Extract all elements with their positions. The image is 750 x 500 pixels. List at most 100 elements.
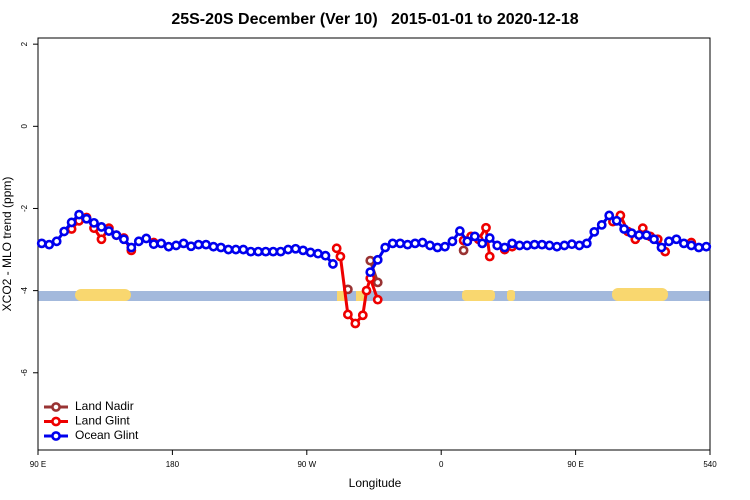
series-line xyxy=(370,250,463,282)
land-patch xyxy=(337,291,347,301)
data-point xyxy=(156,238,167,249)
data-point xyxy=(350,318,361,329)
land-patch xyxy=(462,290,495,301)
data-point xyxy=(462,236,473,247)
land-patch xyxy=(507,290,515,301)
x-tick-label: 540 xyxy=(703,460,717,469)
data-point xyxy=(36,238,47,249)
data-point xyxy=(410,238,420,249)
data-point xyxy=(268,246,279,257)
x-axis-label: Longitude xyxy=(349,476,402,490)
data-point xyxy=(656,242,667,253)
data-point xyxy=(529,239,540,250)
data-point xyxy=(331,243,342,254)
data-point xyxy=(596,219,607,230)
data-point xyxy=(469,231,480,242)
data-point xyxy=(425,240,435,251)
data-point xyxy=(671,234,682,245)
data-point xyxy=(126,242,137,253)
data-point xyxy=(141,233,152,244)
data-point xyxy=(163,241,174,252)
data-point xyxy=(253,246,264,257)
data-point xyxy=(171,240,182,251)
data-point xyxy=(477,238,488,249)
data-point xyxy=(611,215,622,226)
legend-label: Land Glint xyxy=(75,414,130,428)
data-point xyxy=(566,239,577,250)
data-point xyxy=(361,285,372,296)
land-patch xyxy=(75,289,131,301)
data-point xyxy=(230,244,241,255)
data-point xyxy=(447,236,458,247)
data-point xyxy=(372,294,383,305)
data-point xyxy=(619,224,630,234)
data-point xyxy=(357,310,368,321)
land-mask xyxy=(38,288,710,301)
data-point xyxy=(111,230,122,241)
data-point xyxy=(499,242,510,253)
data-point xyxy=(686,240,697,251)
data-point xyxy=(298,245,308,256)
data-point xyxy=(678,238,689,249)
land-patch xyxy=(612,288,668,301)
data-point xyxy=(641,230,652,241)
data-point xyxy=(537,239,547,250)
data-point xyxy=(664,236,674,247)
data-point xyxy=(275,246,286,257)
data-point xyxy=(81,213,92,224)
data-point xyxy=(201,239,211,250)
data-point xyxy=(245,246,256,257)
data-point xyxy=(178,238,189,249)
legend-label: Ocean Glint xyxy=(75,428,139,442)
data-point xyxy=(454,226,465,236)
data-point xyxy=(372,277,383,288)
data-point xyxy=(313,248,323,259)
data-point xyxy=(626,228,637,239)
data-point xyxy=(581,238,592,249)
data-point xyxy=(74,209,84,220)
data-point xyxy=(328,259,338,269)
data-point xyxy=(283,244,294,255)
data-point xyxy=(522,240,532,251)
data-point xyxy=(559,240,570,251)
data-point xyxy=(552,241,562,252)
data-point xyxy=(96,234,107,245)
legend-label: Land Nadir xyxy=(75,399,134,413)
data-point xyxy=(89,217,99,228)
chart-title: 25S-20S December (Ver 10) 2015-01-01 to … xyxy=(171,11,578,28)
data-point xyxy=(118,234,129,245)
data-point xyxy=(395,238,406,249)
data-point xyxy=(402,239,413,250)
y-tick-label: 2 xyxy=(20,41,29,46)
x-tick-label: 0 xyxy=(439,460,444,469)
data-point xyxy=(417,237,428,248)
data-point xyxy=(458,245,469,256)
y-axis-label: XCO2 - MLO trend (ppm) xyxy=(0,177,14,312)
data-point xyxy=(440,241,450,252)
data-point xyxy=(342,309,353,320)
data-point xyxy=(59,226,70,237)
legend-marker xyxy=(51,431,61,441)
data-point xyxy=(365,267,376,278)
data-point xyxy=(484,233,495,243)
data-point xyxy=(260,246,271,257)
data-point xyxy=(432,242,443,253)
data-point xyxy=(604,210,615,221)
data-point xyxy=(148,239,159,250)
x-tick-label: 90 E xyxy=(30,460,46,469)
data-point xyxy=(193,239,204,250)
data-point xyxy=(96,222,107,232)
data-point xyxy=(637,223,648,234)
data-point xyxy=(208,241,219,252)
data-point xyxy=(66,217,77,228)
x-tick-label: 90 W xyxy=(297,460,316,469)
y-tick-label: -2 xyxy=(20,204,29,212)
data-point xyxy=(481,222,491,233)
data-point xyxy=(133,236,144,247)
data-point xyxy=(484,251,495,262)
data-point xyxy=(372,254,383,265)
data-point xyxy=(701,241,712,252)
x-tick-label: 180 xyxy=(166,460,180,469)
data-point xyxy=(387,238,398,249)
